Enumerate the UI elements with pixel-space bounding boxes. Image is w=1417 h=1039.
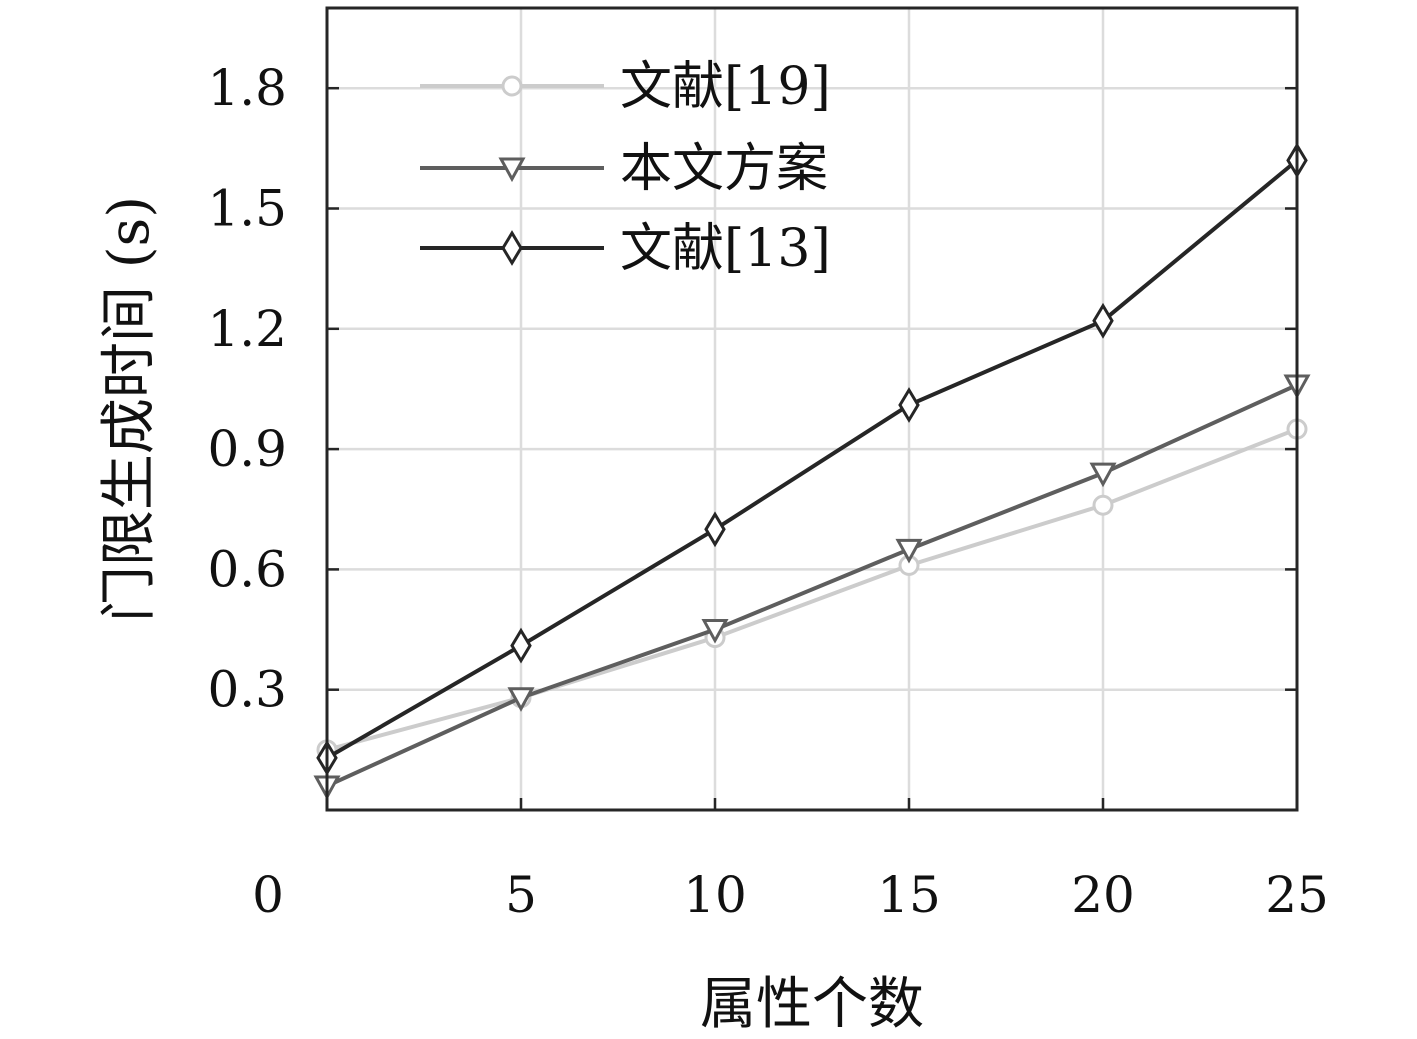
y-tick-label: 0.6 bbox=[207, 540, 287, 598]
data-point bbox=[1092, 302, 1114, 339]
legend-marker bbox=[501, 75, 523, 97]
legend-item: 文献[13] bbox=[420, 219, 831, 279]
x-tick-labels: 0 5 10 15 20 25 bbox=[252, 866, 1329, 924]
data-point bbox=[1092, 494, 1114, 516]
y-axis-label: 门限生成时间 (s) bbox=[97, 196, 162, 622]
data-point bbox=[701, 619, 729, 644]
legend-item: 文献[19] bbox=[420, 57, 831, 117]
legend-marker bbox=[498, 157, 526, 183]
series-line bbox=[326, 383, 1298, 788]
plot-frame bbox=[325, 6, 1299, 812]
legend-label: 本文方案 bbox=[620, 139, 828, 199]
x-tick-label: 15 bbox=[877, 866, 941, 924]
x-tick-label: 10 bbox=[683, 866, 747, 924]
legend-item: 本文方案 bbox=[420, 139, 828, 199]
x-tick-label: 0 bbox=[252, 866, 284, 924]
x-tick-label: 20 bbox=[1071, 866, 1135, 924]
series-line bbox=[326, 427, 1298, 752]
y-tick-labels: 0.3 0.6 0.9 1.2 1.5 1.8 bbox=[207, 59, 287, 719]
legend-marker bbox=[501, 230, 523, 266]
x-axis-label: 属性个数 bbox=[700, 972, 924, 1037]
series-3 bbox=[316, 142, 1308, 776]
legend-label: 文献[19] bbox=[620, 57, 831, 117]
data-point bbox=[898, 387, 920, 423]
series-line bbox=[325, 158, 1299, 760]
data-point bbox=[507, 687, 535, 712]
y-tick-label: 1.2 bbox=[207, 300, 287, 358]
y-tick-label: 0.3 bbox=[207, 661, 287, 719]
y-tick-label: 1.5 bbox=[207, 180, 287, 238]
x-tick-label: 25 bbox=[1265, 866, 1329, 924]
y-tick-label: 0.9 bbox=[207, 420, 287, 478]
data-point bbox=[704, 511, 726, 548]
grid-lines bbox=[325, 8, 1299, 810]
legend-label: 文献[13] bbox=[620, 219, 831, 279]
data-point bbox=[510, 627, 532, 664]
data-point bbox=[1089, 462, 1117, 488]
x-tick-label: 5 bbox=[505, 866, 537, 924]
data-point bbox=[895, 538, 923, 564]
y-tick-label: 1.8 bbox=[207, 59, 287, 117]
series-2 bbox=[313, 374, 1311, 801]
